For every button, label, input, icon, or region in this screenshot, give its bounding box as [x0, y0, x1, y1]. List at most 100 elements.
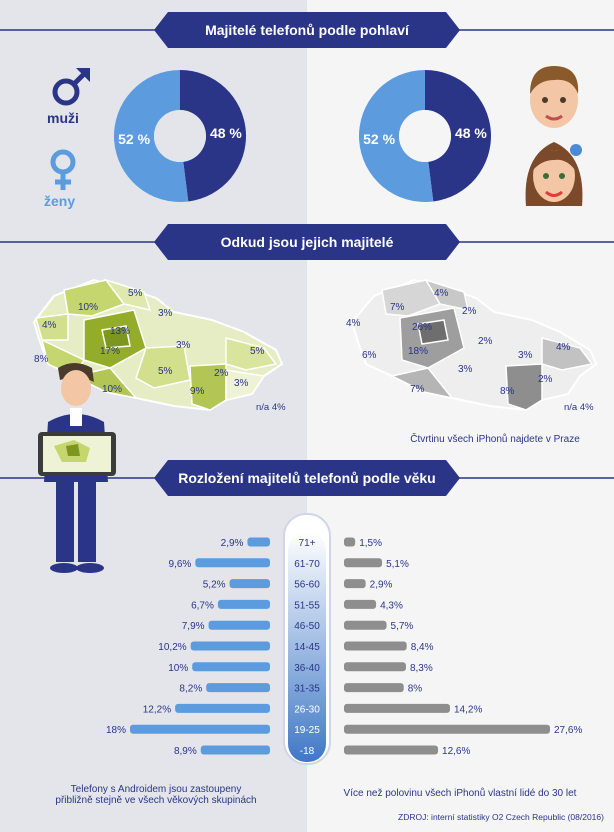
iphone-note: Více než polovinu všech iPhonů vlastní l… [343, 788, 577, 799]
age-category-label: 61-70 [294, 559, 320, 570]
region-value-label: 8% [500, 386, 515, 397]
source-note: ZDROJ: interní statistiky O2 Czech Repub… [398, 812, 604, 822]
women-label: ženy [44, 193, 76, 209]
region-value-label: 2% [478, 336, 493, 347]
banner-shape [0, 460, 614, 496]
iphone-age-value: 1,5% [359, 538, 382, 549]
iphone-age-bar [344, 558, 383, 568]
android-age-bar [190, 641, 270, 651]
female-icon [50, 149, 76, 190]
iphone-age-value: 4,3% [380, 600, 403, 611]
android-age-bar [208, 620, 270, 630]
android-note: Telefony s Androidem jsou zastoupeny při… [55, 784, 257, 806]
iphone-na-label: n/a 4% [564, 402, 594, 413]
region-value-label: 5% [158, 366, 173, 377]
donut-slice-muži [425, 70, 492, 202]
region-value-label: 5% [250, 346, 265, 357]
region-title: Odkud jsou jejich majitelé [220, 234, 394, 250]
region-value-label: 5% [128, 288, 143, 299]
gender-banner: Majitelé telefonů podle pohlaví [0, 12, 614, 48]
age-title: Rozložení majitelů telefonů podle věku [178, 470, 436, 486]
age-category-label: -18 [300, 746, 315, 757]
region-value-label: 10% [78, 302, 99, 313]
region-value-label: 8% [34, 354, 49, 365]
gender-title: Majitelé telefonů podle pohlaví [205, 22, 409, 38]
region-value-label: 10% [102, 384, 123, 395]
age-banner: Rozložení majitelů telefonů podle věku [0, 460, 614, 496]
android-age-value: 10,2% [158, 642, 186, 653]
woman-face-icon [525, 142, 583, 206]
android-age-value: 2,9% [221, 538, 244, 549]
age-category-label: 36-40 [294, 663, 320, 674]
region-value-label: 3% [458, 364, 473, 375]
android-age-bar [195, 558, 270, 568]
iphone-age-bar [344, 662, 406, 672]
region-value-label: 26% [412, 322, 433, 333]
iphone-age-bar [344, 703, 450, 713]
region-value-label: 7% [410, 384, 425, 395]
banner-shape [0, 12, 614, 48]
android-age-value: 12,2% [143, 704, 171, 715]
android-age-bar [130, 724, 270, 734]
iphone-age-bar [344, 599, 377, 609]
android-region-map [32, 278, 284, 412]
region-value-label: 2% [214, 368, 229, 379]
android-age-value: 7,9% [182, 621, 205, 632]
iphone-age-bar [344, 683, 404, 693]
android-age-value: 10% [168, 663, 188, 674]
region-banner: Odkud jsou jejich majitelé [0, 224, 614, 260]
region-value-label: 2% [462, 306, 477, 317]
donut-value-label: 48 % [210, 125, 242, 141]
android-gender-donut: 48 % 52 % [114, 70, 247, 202]
android-age-bar [229, 579, 270, 589]
region-value-label: 9% [190, 386, 205, 397]
region-value-label: 17% [100, 346, 121, 357]
region-value-label: 2% [538, 374, 553, 385]
region-value-label: 6% [362, 350, 377, 361]
age-category-label: 56-60 [294, 580, 320, 591]
region-value-label: 4% [556, 342, 571, 353]
iphone-age-bar [344, 537, 356, 547]
android-age-bar [217, 599, 270, 609]
android-age-value: 8,9% [174, 746, 197, 757]
android-age-value: 6,7% [191, 600, 214, 611]
iphone-region-map [350, 278, 598, 412]
donut-slice-ženy [359, 70, 434, 202]
iphone-age-bar [344, 745, 439, 755]
region-value-label: 7% [390, 302, 405, 313]
android-age-bar [192, 662, 270, 672]
men-label: muži [47, 110, 79, 126]
donut-value-label: 52 % [118, 131, 150, 147]
age-category-label: 14-45 [294, 642, 320, 653]
android-age-bar [247, 537, 270, 547]
android-age-bar [175, 703, 270, 713]
iphone-age-value: 27,6% [554, 725, 582, 736]
android-age-value: 9,6% [169, 559, 192, 570]
donut-value-label: 48 % [455, 125, 487, 141]
donut-value-label: 52 % [363, 131, 395, 147]
android-age-value: 8,2% [179, 684, 202, 695]
thermometer-fill [288, 532, 326, 762]
donut-hole [399, 110, 451, 162]
man-face-icon [530, 66, 579, 128]
iphone-age-bar [344, 579, 366, 589]
iphone-age-value: 8,3% [410, 663, 433, 674]
iphone-age-value: 2,9% [370, 580, 393, 591]
region-value-label: 4% [346, 318, 361, 329]
iphone-age-value: 12,6% [442, 746, 470, 757]
age-category-label: 71+ [299, 538, 316, 549]
android-age-value: 5,2% [203, 580, 226, 591]
android-age-value: 18% [106, 725, 126, 736]
region-value-label: 3% [518, 350, 533, 361]
iphone-age-value: 8,4% [411, 642, 434, 653]
banner-shape [0, 224, 614, 260]
age-category-label: 26-30 [294, 704, 320, 715]
person-with-tablet-illustration [38, 363, 116, 573]
region-value-label: 18% [408, 346, 429, 357]
age-category-label: 31-35 [294, 684, 320, 695]
region-value-label: 3% [234, 378, 249, 389]
android-na-label: n/a 4% [256, 402, 286, 413]
region-value-label: 3% [158, 308, 173, 319]
android-age-bar [206, 683, 270, 693]
